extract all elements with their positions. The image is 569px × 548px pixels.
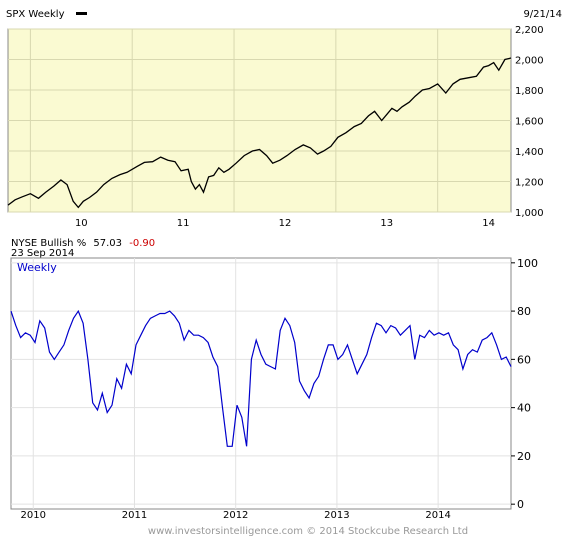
bottom-series [10,309,512,447]
bottom-y-tick-label: 100 [517,257,538,270]
top-x-tick-label: 13 [380,218,393,229]
bottom-x-tick-label: 2013 [324,510,349,521]
footer-copyright: www.investorsintelligence.com © 2014 Sto… [148,526,468,537]
top-series [7,57,512,209]
top-y-tick-label: 1,000 [515,208,544,219]
bottom-y-tick-label: 0 [517,498,524,511]
bottom-y-tick-label: 40 [517,402,531,415]
bottom-y-axis: 0 20 40 60 80 100 [511,257,538,511]
bottom-legend: Weekly [17,261,57,274]
top-y-tick-label: 2,200 [515,25,544,36]
bottom-grid [11,258,511,509]
top-chart-date: 9/21/14 [523,9,562,20]
spx-line [7,57,512,209]
top-grid [8,28,511,213]
bottom-chart-title: NYSE Bullish % [11,238,86,249]
bottom-y-tick-label: 20 [517,450,531,463]
bottom-x-axis: 2010 2011 2012 2013 2014 [21,510,451,521]
top-y-tick-label: 1,200 [515,178,544,189]
top-chart-title: SPX Weekly [6,9,65,20]
top-x-tick-label: 10 [75,218,88,229]
top-x-tick-label: 14 [482,218,495,229]
menu-icon[interactable] [76,12,87,15]
top-y-tick-label: 1,600 [515,117,544,128]
top-x-axis: 10 11 12 13 14 [75,218,495,229]
bottom-y-tick-label: 80 [517,305,531,318]
bottom-chart-change: -0.90 [129,238,155,249]
top-y-axis: 1,000 1,200 1,400 1,600 1,800 2,000 2,200 [515,25,544,219]
bottom-chart-title-line: NYSE Bullish % 57.03 -0.90 [11,238,155,249]
bottom-chart-date: 23 Sep 2014 [11,248,74,259]
bottom-x-tick-label: 2010 [21,510,46,521]
bottom-chart-value: 57.03 [93,238,122,249]
top-y-tick-label: 2,000 [515,56,544,67]
top-x-tick-label: 11 [177,218,190,229]
bottom-x-tick-label: 2012 [223,510,248,521]
bottom-y-tick-label: 60 [517,353,531,366]
bottom-plot-area [10,257,512,510]
bottom-x-tick-label: 2011 [122,510,147,521]
top-y-tick-label: 1,800 [515,86,544,97]
nyse-bullish-line [10,309,512,447]
top-y-tick-label: 1,400 [515,147,544,158]
bottom-x-tick-label: 2014 [425,510,450,521]
top-x-tick-label: 12 [279,218,292,229]
